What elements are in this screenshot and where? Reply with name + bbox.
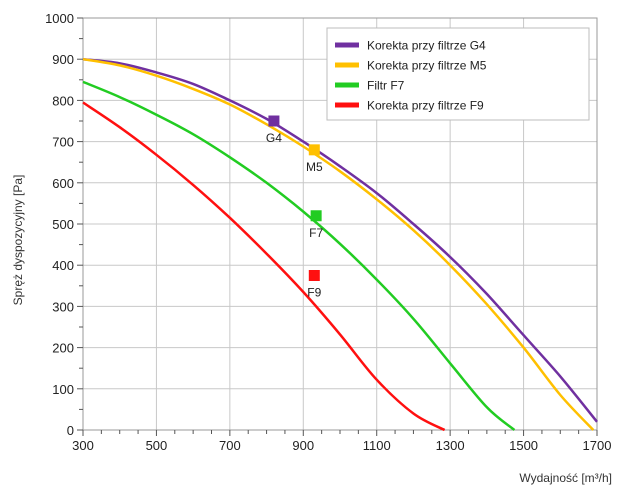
- y-tick-label: 100: [52, 382, 74, 397]
- x-tick-label: 900: [292, 438, 314, 453]
- marker-label-f7: F7: [309, 226, 323, 240]
- x-tick-label: 1300: [436, 438, 465, 453]
- x-tick-label: 500: [146, 438, 168, 453]
- x-tick-label: 300: [72, 438, 94, 453]
- x-tick-label: 1500: [509, 438, 538, 453]
- legend-entry: Korekta przy filtrze F9: [367, 99, 484, 113]
- y-tick-label: 800: [52, 93, 74, 108]
- marker-m5: [308, 144, 320, 156]
- y-tick-label: 0: [67, 423, 74, 438]
- series-line-g4: [82, 57, 598, 423]
- series-line-f7: [82, 80, 516, 431]
- y-tick-label: 900: [52, 52, 74, 67]
- marker-label-g4: G4: [266, 131, 282, 145]
- series-lines: [82, 57, 598, 432]
- series-line-f9: [82, 101, 446, 432]
- marker-f9: [308, 270, 320, 281]
- y-tick-label: 1000: [45, 11, 74, 26]
- legend-entry: Korekta przy filtrze M5: [367, 59, 487, 73]
- legend: Korekta przy filtrze G4 Korekta przy filt…: [326, 27, 590, 121]
- y-axis-label: Spręż dyspozycyjny [Pa]: [11, 175, 25, 306]
- series-line-m5: [82, 57, 595, 431]
- y-tick-label: 500: [52, 217, 74, 232]
- marker-g4: [268, 115, 280, 127]
- y-tick-label: 400: [52, 258, 74, 273]
- y-tick-label: 700: [52, 135, 74, 150]
- legend-box: [326, 27, 590, 121]
- legend-entry: Filtr F7: [367, 79, 405, 93]
- legend-entry: Korekta przy filtrze G4: [367, 39, 486, 53]
- marker-label-m5: M5: [306, 160, 323, 174]
- x-axis-label: Wydajność [m³/h]: [519, 471, 612, 485]
- x-tick-label: 700: [219, 438, 241, 453]
- y-tick-label: 600: [52, 176, 74, 191]
- x-tick-label: 1700: [583, 438, 612, 453]
- axes: 300 500 700 900 1100 1300 1500 1700 0 100 200 300 40…: [45, 11, 611, 453]
- series-markers: G4 M5 F7 F9: [266, 115, 323, 300]
- y-tick-label: 200: [52, 341, 74, 356]
- marker-label-f9: F9: [307, 286, 321, 300]
- x-tick-label: 1100: [363, 438, 391, 453]
- marker-f7: [310, 210, 322, 222]
- y-tick-label: 300: [52, 299, 74, 314]
